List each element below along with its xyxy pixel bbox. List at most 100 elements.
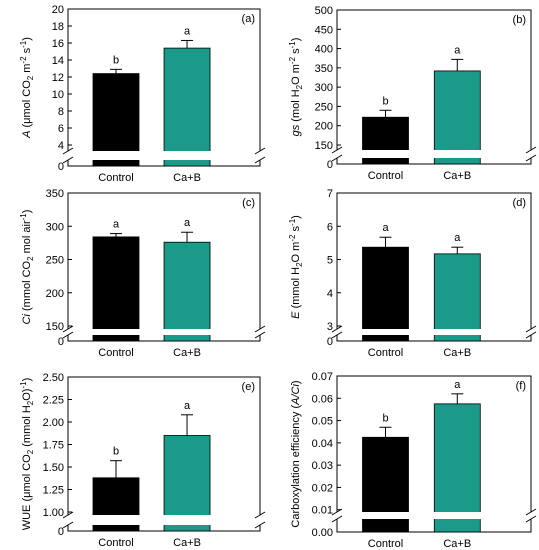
y-axis-label-part: 2 (26, 449, 35, 454)
y-axis-label-part: m (21, 64, 33, 76)
y-axis-label: gs (mol H2O m-2 s-1) (288, 38, 304, 137)
axis-break-band (64, 151, 264, 160)
y-tick-label: 2.00 (43, 417, 64, 429)
panel-label: (a) (242, 13, 255, 25)
y-tick-label: 2.50 (43, 372, 64, 384)
y-tick-label: 1.25 (43, 485, 64, 497)
x-tick-label: Control (368, 170, 403, 182)
panel-label: (c) (242, 197, 255, 209)
x-tick-label: Ca+B (443, 538, 471, 550)
y-tick-label: 150 (315, 140, 333, 152)
y-tick-label: 0.00 (312, 527, 333, 539)
y-tick-label: 450 (315, 24, 333, 36)
significance-letter: b (113, 446, 119, 458)
panel-d: a Control a Ca+B 3 4 5 6 7 0 (d) E (mmol H2O m-2 s-… (288, 188, 537, 359)
y-tick-label: 0.07 (312, 371, 333, 383)
y-axis-label-part: 2 (26, 400, 35, 405)
axis-break-gap (64, 329, 68, 335)
axis-break-gap (333, 329, 337, 335)
y-axis-label-part: 2 (295, 262, 304, 267)
y-tick-label: 0.04 (312, 438, 333, 450)
y-tick-label: 250 (46, 255, 64, 267)
x-tick-label: Control (98, 172, 133, 184)
bar-control (362, 246, 409, 342)
y-axis-label-part: s (290, 48, 302, 57)
axis-break-gap (333, 150, 337, 158)
y-axis-label-part: -2 (288, 56, 297, 64)
y-tick-label: 12 (52, 72, 64, 84)
significance-letter: a (113, 219, 120, 231)
axis-break-band (64, 329, 264, 335)
bar-cab (433, 70, 481, 165)
y-axis-label-part: (mmol H (290, 267, 302, 312)
y-axis-label: Ci (mmol CO2 mol air-1) (19, 210, 35, 325)
y-axis-label-part: -1 (19, 40, 28, 48)
y-tick-label: 1.00 (43, 507, 64, 519)
axis-break-gap (333, 512, 337, 519)
x-tick-label: Control (98, 537, 133, 549)
y-tick-label: 3 (327, 321, 333, 333)
axis-break-gap (64, 515, 68, 525)
significance-letter: b (382, 412, 388, 424)
y-axis-label-part: 2 (295, 84, 304, 89)
y-tick-label: 300 (315, 82, 333, 94)
axis-break-band (64, 515, 264, 525)
y-tick-label: 500 (315, 5, 333, 17)
y-axis-label-part: O m (290, 64, 302, 85)
significance-letter: a (184, 25, 191, 37)
y-tick-label: 0.03 (312, 460, 333, 472)
significance-letter: a (454, 379, 461, 391)
y-tick-label: 0.05 (312, 416, 333, 428)
significance-letter: a (184, 400, 191, 412)
panel-b: b Control a Ca+B 150 200 250 300 350 400 450 500 0 (b… (288, 5, 537, 182)
y-axis-label: Carboxylation efficiency (A/Ci) (290, 380, 302, 527)
y-tick-label: 20 (52, 4, 64, 16)
y-axis-label-part: E (290, 311, 302, 319)
significance-letter: b (382, 95, 388, 107)
y-axis-label-part: A (21, 131, 33, 139)
y-tick-label: 350 (46, 188, 64, 200)
x-tick-label: Ca+B (173, 172, 201, 184)
y-tick-label: 4 (327, 288, 333, 300)
bar-cab (163, 241, 211, 342)
axis-break-band (333, 512, 535, 519)
y-tick-label: 0 (58, 526, 64, 538)
y-axis-label-part: mol air (21, 220, 33, 256)
bar-cab (433, 253, 481, 342)
y-tick-label: 0 (58, 161, 64, 173)
y-tick-label: 1.75 (43, 440, 64, 452)
x-tick-label: Control (98, 347, 133, 359)
axis-break-band (333, 150, 535, 158)
y-tick-label: 0 (58, 336, 64, 348)
y-tick-label: 250 (315, 101, 333, 113)
panel-label: (f) (516, 380, 526, 392)
y-tick-label: 5 (327, 255, 333, 267)
y-tick-label: 350 (315, 63, 333, 75)
x-tick-label: Ca+B (443, 170, 471, 182)
y-axis-label-part: ) (290, 38, 302, 42)
y-axis-label: E (mmol H2O m-2 s-1) (288, 215, 304, 319)
x-tick-label: Ca+B (443, 347, 471, 359)
y-axis-label-part: -1 (288, 41, 297, 49)
panel-label: (b) (513, 14, 526, 26)
panel-a: b Control a Ca+B 4 6 8 10 12 14 16 18 20 0 (a) A (μmol … (19, 4, 266, 184)
y-tick-label: 400 (315, 44, 333, 56)
y-axis-label-part: (μmol CO (21, 80, 33, 131)
bar-control (92, 236, 140, 342)
y-axis-label-part: Carboxylation efficiency ( (290, 405, 302, 528)
bar-cab (433, 403, 481, 533)
y-axis-label-part: -1 (19, 213, 28, 221)
y-axis-label-part: Ci (21, 313, 33, 324)
y-tick-label: 18 (52, 21, 64, 33)
panel-f: b Control a Ca+B 0.00 0.01 0.02 0.03 0.04 0.05 0.0… (290, 371, 537, 550)
y-axis-label-part: ) (21, 210, 33, 214)
y-axis-label-part: ) (290, 380, 302, 384)
y-tick-label: 200 (46, 288, 64, 300)
panel-c: a Control a Ca+B 150 200 250 300 350 0 (c) Ci (mmol… (19, 188, 266, 359)
y-tick-label: 0.01 (312, 505, 333, 517)
y-axis-label-part: ) (21, 378, 33, 382)
y-tick-label: 16 (52, 38, 64, 50)
significance-letter: a (382, 222, 389, 234)
y-axis-label-part: -1 (19, 381, 28, 389)
